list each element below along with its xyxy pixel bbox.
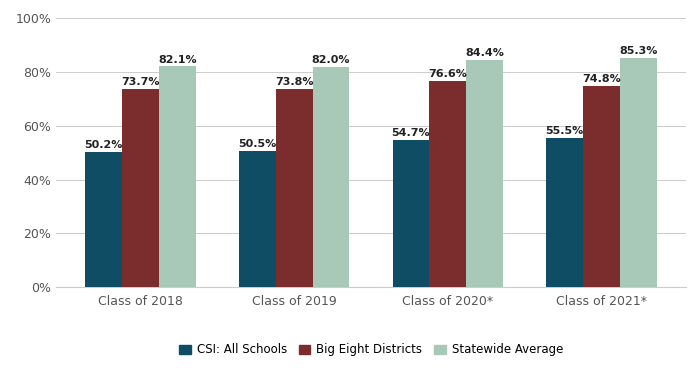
Text: 82.0%: 82.0% — [312, 55, 350, 65]
Legend: CSI: All Schools, Big Eight Districts, Statewide Average: CSI: All Schools, Big Eight Districts, S… — [174, 339, 568, 361]
Text: 73.8%: 73.8% — [275, 77, 314, 87]
Bar — [159, 67, 196, 287]
Text: 50.2%: 50.2% — [85, 140, 122, 150]
Text: 85.3%: 85.3% — [620, 46, 657, 56]
Text: 55.5%: 55.5% — [545, 126, 584, 136]
Text: 74.8%: 74.8% — [582, 74, 621, 84]
Bar — [313, 67, 349, 287]
Bar — [276, 89, 313, 287]
Bar — [393, 140, 429, 287]
Bar — [122, 89, 159, 287]
Text: 82.1%: 82.1% — [158, 54, 197, 65]
Bar — [239, 151, 276, 287]
Bar — [546, 138, 583, 287]
Text: 50.5%: 50.5% — [238, 139, 276, 149]
Bar — [466, 60, 503, 287]
Bar — [583, 86, 620, 287]
Text: 54.7%: 54.7% — [391, 128, 430, 138]
Text: 84.4%: 84.4% — [466, 49, 504, 59]
Bar — [620, 58, 657, 287]
Bar — [429, 81, 466, 287]
Bar — [85, 152, 122, 287]
Text: 73.7%: 73.7% — [121, 77, 160, 87]
Text: 76.6%: 76.6% — [428, 70, 468, 79]
